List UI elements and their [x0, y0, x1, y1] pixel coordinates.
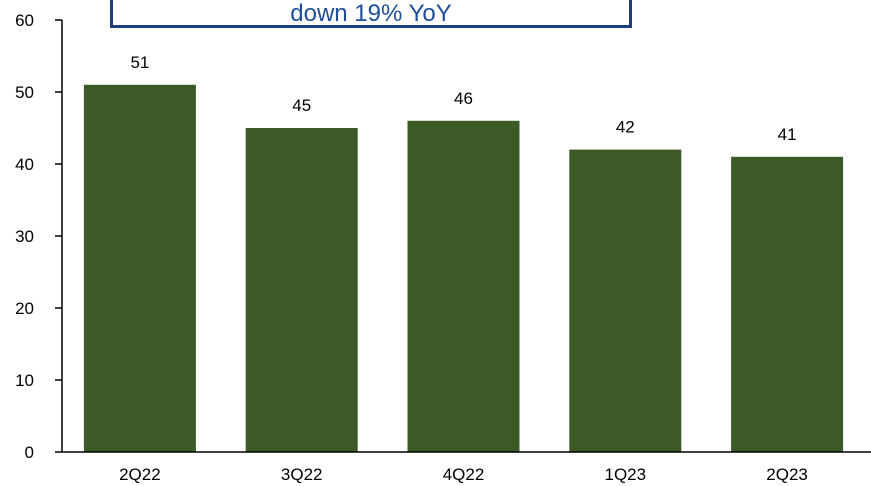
bar-4q22 [407, 120, 520, 453]
y-tick-label: 60 [15, 11, 34, 30]
y-tick-label: 0 [25, 443, 34, 462]
y-tick-label: 10 [15, 371, 34, 390]
y-tick-label: 50 [15, 83, 34, 102]
data-labels: 51 45 46 42 41 [130, 53, 796, 144]
data-label: 42 [616, 118, 635, 137]
x-tick-label: 2Q22 [119, 465, 161, 484]
x-tick-label: 2Q23 [766, 465, 808, 484]
bar-1q23 [569, 149, 682, 452]
x-tick-label: 4Q22 [443, 465, 485, 484]
annotation-callout: down 19% YoY [110, 0, 632, 28]
y-tick-label: 40 [15, 155, 34, 174]
data-label: 46 [454, 89, 473, 108]
y-tick-label: 20 [15, 299, 34, 318]
x-tick-label: 3Q22 [281, 465, 323, 484]
x-tick-label: 1Q23 [605, 465, 647, 484]
bar-2q23 [731, 156, 844, 453]
data-label: 41 [778, 125, 797, 144]
data-label: 51 [130, 53, 149, 72]
bar-3q22 [245, 128, 358, 452]
y-tick-label: 30 [15, 227, 34, 246]
annotation-text: down 19% YoY [290, 0, 452, 27]
data-label: 45 [292, 96, 311, 115]
bars [83, 84, 844, 453]
x-axis-labels: 2Q22 3Q22 4Q22 1Q23 2Q23 [119, 465, 808, 484]
y-axis-ticks: 0 10 20 30 40 50 60 [15, 11, 62, 462]
bar-2q22 [83, 84, 196, 453]
